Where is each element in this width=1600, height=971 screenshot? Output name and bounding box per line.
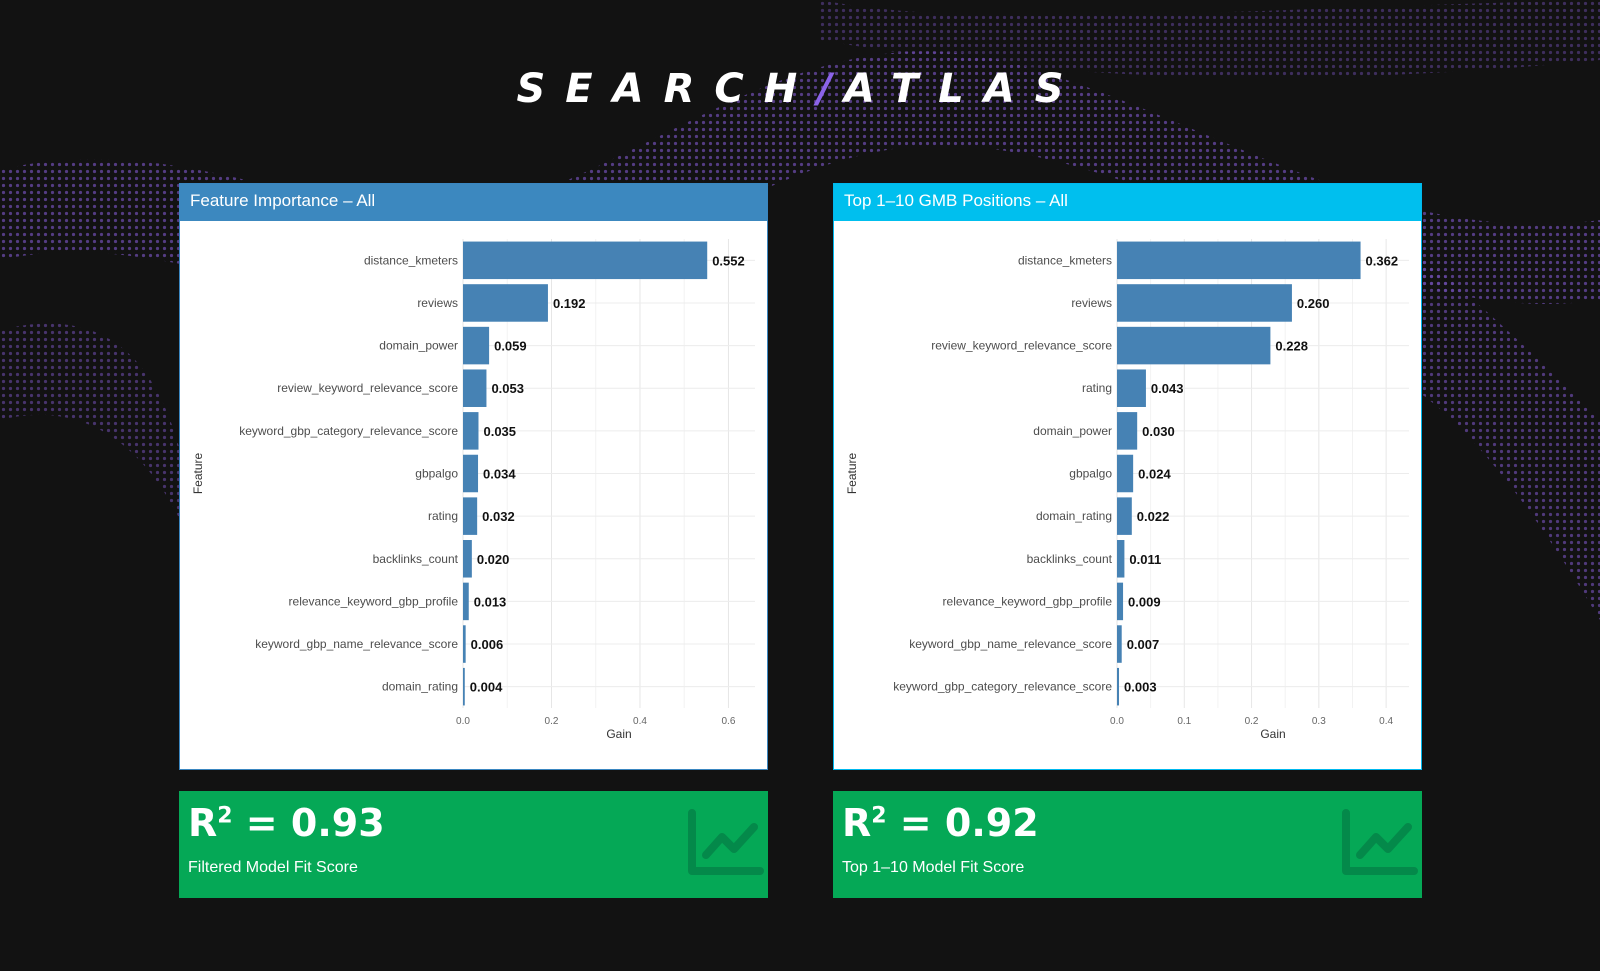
x-axis-title: Gain <box>606 727 631 741</box>
bar <box>1117 582 1124 621</box>
x-axis-title: Gain <box>1260 727 1285 741</box>
top-model-fit-card: R2 = 0.92 Top 1–10 Model Fit Score <box>833 791 1422 898</box>
stat-label: Top 1–10 Model Fit Score <box>842 859 1025 876</box>
value-label: 0.362 <box>1366 253 1399 268</box>
value-label: 0.032 <box>482 509 515 524</box>
bar <box>1117 667 1120 706</box>
bar <box>463 540 472 578</box>
value-label: 0.006 <box>471 637 504 652</box>
value-label: 0.035 <box>483 424 516 439</box>
bar <box>1117 540 1125 578</box>
value-label: 0.004 <box>470 680 503 695</box>
category-label: keyword_gbp_name_relevance_score <box>255 637 458 651</box>
value-label: 0.009 <box>1128 594 1161 609</box>
category-label: backlinks_count <box>1027 552 1113 566</box>
category-label: review_keyword_relevance_score <box>277 381 458 395</box>
line-chart-icon <box>1342 809 1418 875</box>
value-label: 0.011 <box>1129 552 1161 567</box>
category-label: rating <box>428 509 458 523</box>
value-label: 0.053 <box>491 381 524 396</box>
bar <box>1117 369 1146 407</box>
r-squared-value: R2 = 0.93 <box>188 801 385 845</box>
logo-text-left: SEARCH <box>516 66 818 112</box>
line-chart-icon <box>688 809 764 875</box>
category-label: distance_kmeters <box>364 253 458 267</box>
x-tick-label: 0.3 <box>1312 716 1326 727</box>
category-label: domain_rating <box>1036 509 1112 523</box>
x-tick-label: 0.4 <box>633 716 647 727</box>
value-label: 0.552 <box>712 253 745 268</box>
bar <box>463 454 479 493</box>
category-label: reviews <box>1071 296 1112 310</box>
category-label: relevance_keyword_gbp_profile <box>943 594 1113 608</box>
bar <box>463 582 469 621</box>
value-label: 0.007 <box>1127 637 1160 652</box>
category-label: distance_kmeters <box>1018 253 1112 267</box>
value-label: 0.003 <box>1124 680 1157 695</box>
bar <box>463 412 479 450</box>
feature-importance-chart: distance_kmeters 0.552 reviews 0.192 domain_… <box>191 239 755 741</box>
panel-title: Top 1–10 GMB Positions – All <box>834 184 1421 221</box>
value-label: 0.260 <box>1297 296 1330 311</box>
bar <box>463 625 466 663</box>
category-label: keyword_gbp_name_relevance_score <box>909 637 1112 651</box>
bar <box>463 284 548 322</box>
bar <box>1117 625 1122 663</box>
logo-text-right: ATLAS <box>843 66 1084 112</box>
bar <box>1117 241 1361 280</box>
category-label: relevance_keyword_gbp_profile <box>289 594 459 608</box>
category-label: reviews <box>417 296 458 310</box>
value-label: 0.034 <box>483 467 516 482</box>
bar <box>463 241 708 280</box>
value-label: 0.192 <box>553 296 586 311</box>
bar <box>1117 497 1132 535</box>
x-tick-label: 0.4 <box>1379 716 1393 727</box>
panel-title: Feature Importance – All <box>180 184 767 221</box>
r-squared-value: R2 = 0.92 <box>842 801 1039 845</box>
x-tick-label: 0.0 <box>1110 716 1124 727</box>
bar <box>1117 454 1134 493</box>
value-label: 0.020 <box>477 552 510 567</box>
stat-label: Filtered Model Fit Score <box>188 859 358 876</box>
bar <box>463 326 490 365</box>
category-label: review_keyword_relevance_score <box>931 339 1112 353</box>
bar <box>463 497 478 535</box>
category-label: backlinks_count <box>373 552 459 566</box>
category-label: rating <box>1082 381 1112 395</box>
bar <box>1117 284 1292 322</box>
top-positions-chart: distance_kmeters 0.362 reviews 0.260 review_… <box>845 239 1409 741</box>
category-label: domain_power <box>379 339 458 353</box>
filtered-model-fit-card: R2 = 0.93 Filtered Model Fit Score <box>179 791 768 898</box>
x-tick-label: 0.1 <box>1177 716 1191 727</box>
search-atlas-logo: SEARCH/ATLAS <box>0 66 1600 112</box>
y-axis-title: Feature <box>191 452 205 494</box>
bar <box>463 369 487 407</box>
value-label: 0.228 <box>1275 339 1308 354</box>
category-label: keyword_gbp_category_relevance_score <box>893 680 1112 694</box>
bar <box>463 667 465 706</box>
logo-slash: / <box>817 66 844 112</box>
category-label: keyword_gbp_category_relevance_score <box>239 424 458 438</box>
value-label: 0.022 <box>1137 509 1170 524</box>
x-tick-label: 0.2 <box>545 716 559 727</box>
category-label: gbpalgo <box>415 467 458 481</box>
value-label: 0.024 <box>1138 467 1171 482</box>
value-label: 0.059 <box>494 339 527 354</box>
value-label: 0.013 <box>474 594 507 609</box>
value-label: 0.030 <box>1142 424 1175 439</box>
category-label: domain_power <box>1033 424 1112 438</box>
x-tick-label: 0.2 <box>1245 716 1259 727</box>
feature-importance-panel: Feature Importance – All distance_kmeter… <box>179 183 768 770</box>
bar <box>1117 326 1271 365</box>
x-tick-label: 0.0 <box>456 716 470 727</box>
bar <box>1117 412 1138 450</box>
category-label: gbpalgo <box>1069 467 1112 481</box>
category-label: domain_rating <box>382 680 458 694</box>
top-positions-panel: Top 1–10 GMB Positions – All distance_km… <box>833 183 1422 770</box>
x-tick-label: 0.6 <box>722 716 736 727</box>
y-axis-title: Feature <box>845 452 859 494</box>
value-label: 0.043 <box>1151 381 1184 396</box>
